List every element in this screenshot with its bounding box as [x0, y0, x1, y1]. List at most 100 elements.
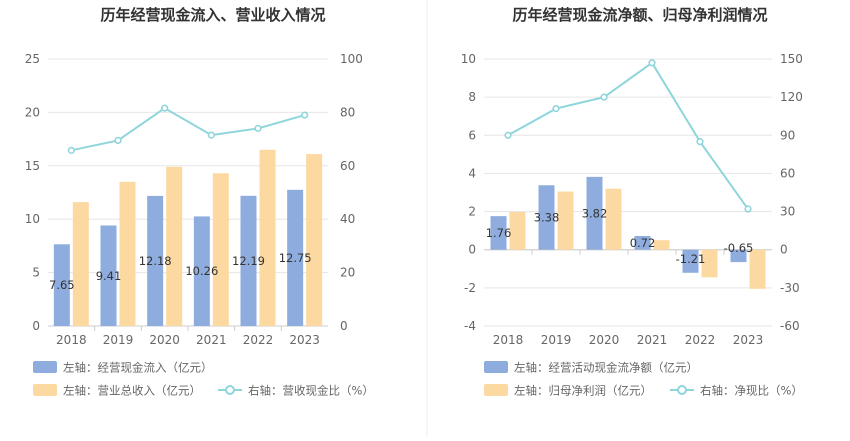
chart-left-legend: 左轴：经营现金流入（亿元） 左轴：营业总收入（亿元） 右轴：营收现金比（%） [33, 361, 374, 398]
legend-label: 右轴：净现比（%） [700, 384, 803, 398]
line-point [67, 146, 75, 154]
data-label: 3.38 [534, 210, 560, 224]
bar-primary [287, 189, 304, 326]
chart-left-x-axis-labels: 2018 2019 2020 2021 2022 2023 [56, 333, 320, 347]
x-tick-label: 2021 [196, 333, 227, 347]
line-series [507, 61, 749, 210]
data-label: 12.19 [232, 254, 265, 268]
line-point [504, 131, 512, 139]
y2-tick-label: 90 [780, 128, 795, 142]
x-tick-label: 2019 [541, 333, 572, 347]
chart-left-line [67, 104, 309, 154]
y2-tick-label: 100 [340, 52, 363, 66]
y2-tick-label: 30 [780, 205, 795, 219]
data-label: 7.65 [49, 278, 75, 292]
chart-left-title: 历年经营现金流入、营业收入情况 [100, 6, 325, 24]
line-point [114, 136, 122, 145]
bar-primary [490, 216, 507, 250]
y2-tick-label: 20 [340, 266, 355, 280]
chart-right-bars [490, 176, 766, 289]
legend-swatch-bar-secondary [484, 384, 508, 396]
chart-left-bars [53, 149, 323, 326]
y-tick-label: 20 [25, 105, 40, 119]
chart-left-y2-axis-labels: 0 20 40 60 80 100 [340, 52, 363, 333]
data-label: -1.21 [676, 252, 706, 266]
bar-secondary [72, 202, 89, 326]
line-series [71, 106, 305, 152]
line-point [301, 111, 309, 119]
data-label: -0.65 [724, 241, 754, 255]
legend-label: 左轴：经营现金流入（亿元） [63, 361, 213, 375]
chart-right-data-labels: 1.76 3.38 3.82 0.72 -1.21 -0.65 [486, 206, 754, 266]
y2-tick-label: 60 [340, 159, 355, 173]
bar-secondary [212, 173, 229, 326]
chart-right-title: 历年经营现金流净额、归母净利润情况 [512, 6, 767, 24]
x-tick-label: 2021 [637, 333, 668, 347]
line-point [552, 104, 560, 113]
bar-primary [147, 195, 164, 326]
legend-swatch-line-marker [225, 385, 235, 395]
y2-tick-label: 0 [340, 319, 348, 333]
chart-left-data-labels: 7.65 9.41 12.18 10.26 12.19 12.75 [49, 251, 312, 292]
chart-left-y-axis-labels: 0 5 10 15 20 25 [25, 52, 40, 333]
y-tick-label: -4 [464, 319, 476, 333]
bar-secondary [166, 166, 183, 326]
bar-secondary [605, 188, 622, 250]
y2-tick-label: -60 [780, 319, 800, 333]
data-label: 12.75 [279, 251, 312, 265]
chart-right: 历年经营现金流净额、归母净利润情况 -4 -2 0 2 4 6 8 10 -60 -30 0 30 6… [461, 6, 803, 398]
line-point [254, 124, 262, 133]
line-point [744, 205, 752, 213]
x-tick-label: 2023 [733, 333, 764, 347]
x-tick-label: 2022 [243, 333, 274, 347]
y-tick-label: 15 [25, 159, 40, 173]
legend-swatch-bar-primary [33, 361, 57, 373]
y-tick-label: 10 [25, 212, 40, 226]
bar-primary [100, 225, 117, 326]
bar-primary [193, 216, 210, 326]
x-tick-label: 2018 [493, 333, 524, 347]
legend-label: 左轴：营业总收入（亿元） [63, 384, 201, 398]
bar-secondary [749, 249, 766, 289]
data-label: 12.18 [139, 254, 172, 268]
y-tick-label: 10 [461, 52, 476, 66]
chart-left-grid [48, 58, 328, 331]
bar-secondary [701, 249, 718, 278]
y2-tick-label: 80 [340, 105, 355, 119]
legend-label: 右轴：营收现金比（%） [248, 384, 374, 398]
x-tick-label: 2019 [103, 333, 134, 347]
y2-tick-label: 150 [780, 52, 803, 66]
bar-primary [538, 185, 555, 250]
bar-secondary [557, 191, 574, 250]
bar-secondary [306, 154, 323, 326]
y-tick-label: -2 [464, 281, 476, 295]
data-label: 0.72 [630, 236, 656, 250]
x-tick-label: 2020 [149, 333, 180, 347]
y2-tick-label: -30 [780, 281, 800, 295]
bar-primary [634, 235, 651, 250]
y-tick-label: 4 [468, 166, 476, 180]
data-label: 1.76 [486, 226, 512, 240]
x-tick-label: 2018 [56, 333, 87, 347]
x-tick-label: 2023 [289, 333, 320, 347]
data-label: 10.26 [185, 264, 218, 278]
y-tick-label: 5 [32, 266, 40, 280]
line-point [600, 93, 608, 101]
bar-primary [586, 176, 603, 250]
bar-primary [240, 195, 257, 326]
legend-label: 左轴：归母净利润（亿元） [514, 384, 652, 398]
y2-tick-label: 60 [780, 166, 795, 180]
bar-primary [53, 244, 70, 326]
y2-tick-label: 0 [780, 243, 788, 257]
line-point [161, 104, 169, 112]
chart-right-legend: 左轴：经营活动现金流净额（亿元） 左轴：归母净利润（亿元） 右轴：净现比（%） [484, 361, 803, 398]
bar-primary [730, 249, 747, 263]
bar-secondary [509, 211, 526, 250]
bar-secondary [119, 181, 136, 326]
line-point [648, 59, 656, 67]
chart-right-y-axis-labels: -4 -2 0 2 4 6 8 10 [461, 52, 476, 333]
data-label: 3.82 [582, 206, 608, 220]
legend-swatch-bar-secondary [33, 384, 57, 396]
